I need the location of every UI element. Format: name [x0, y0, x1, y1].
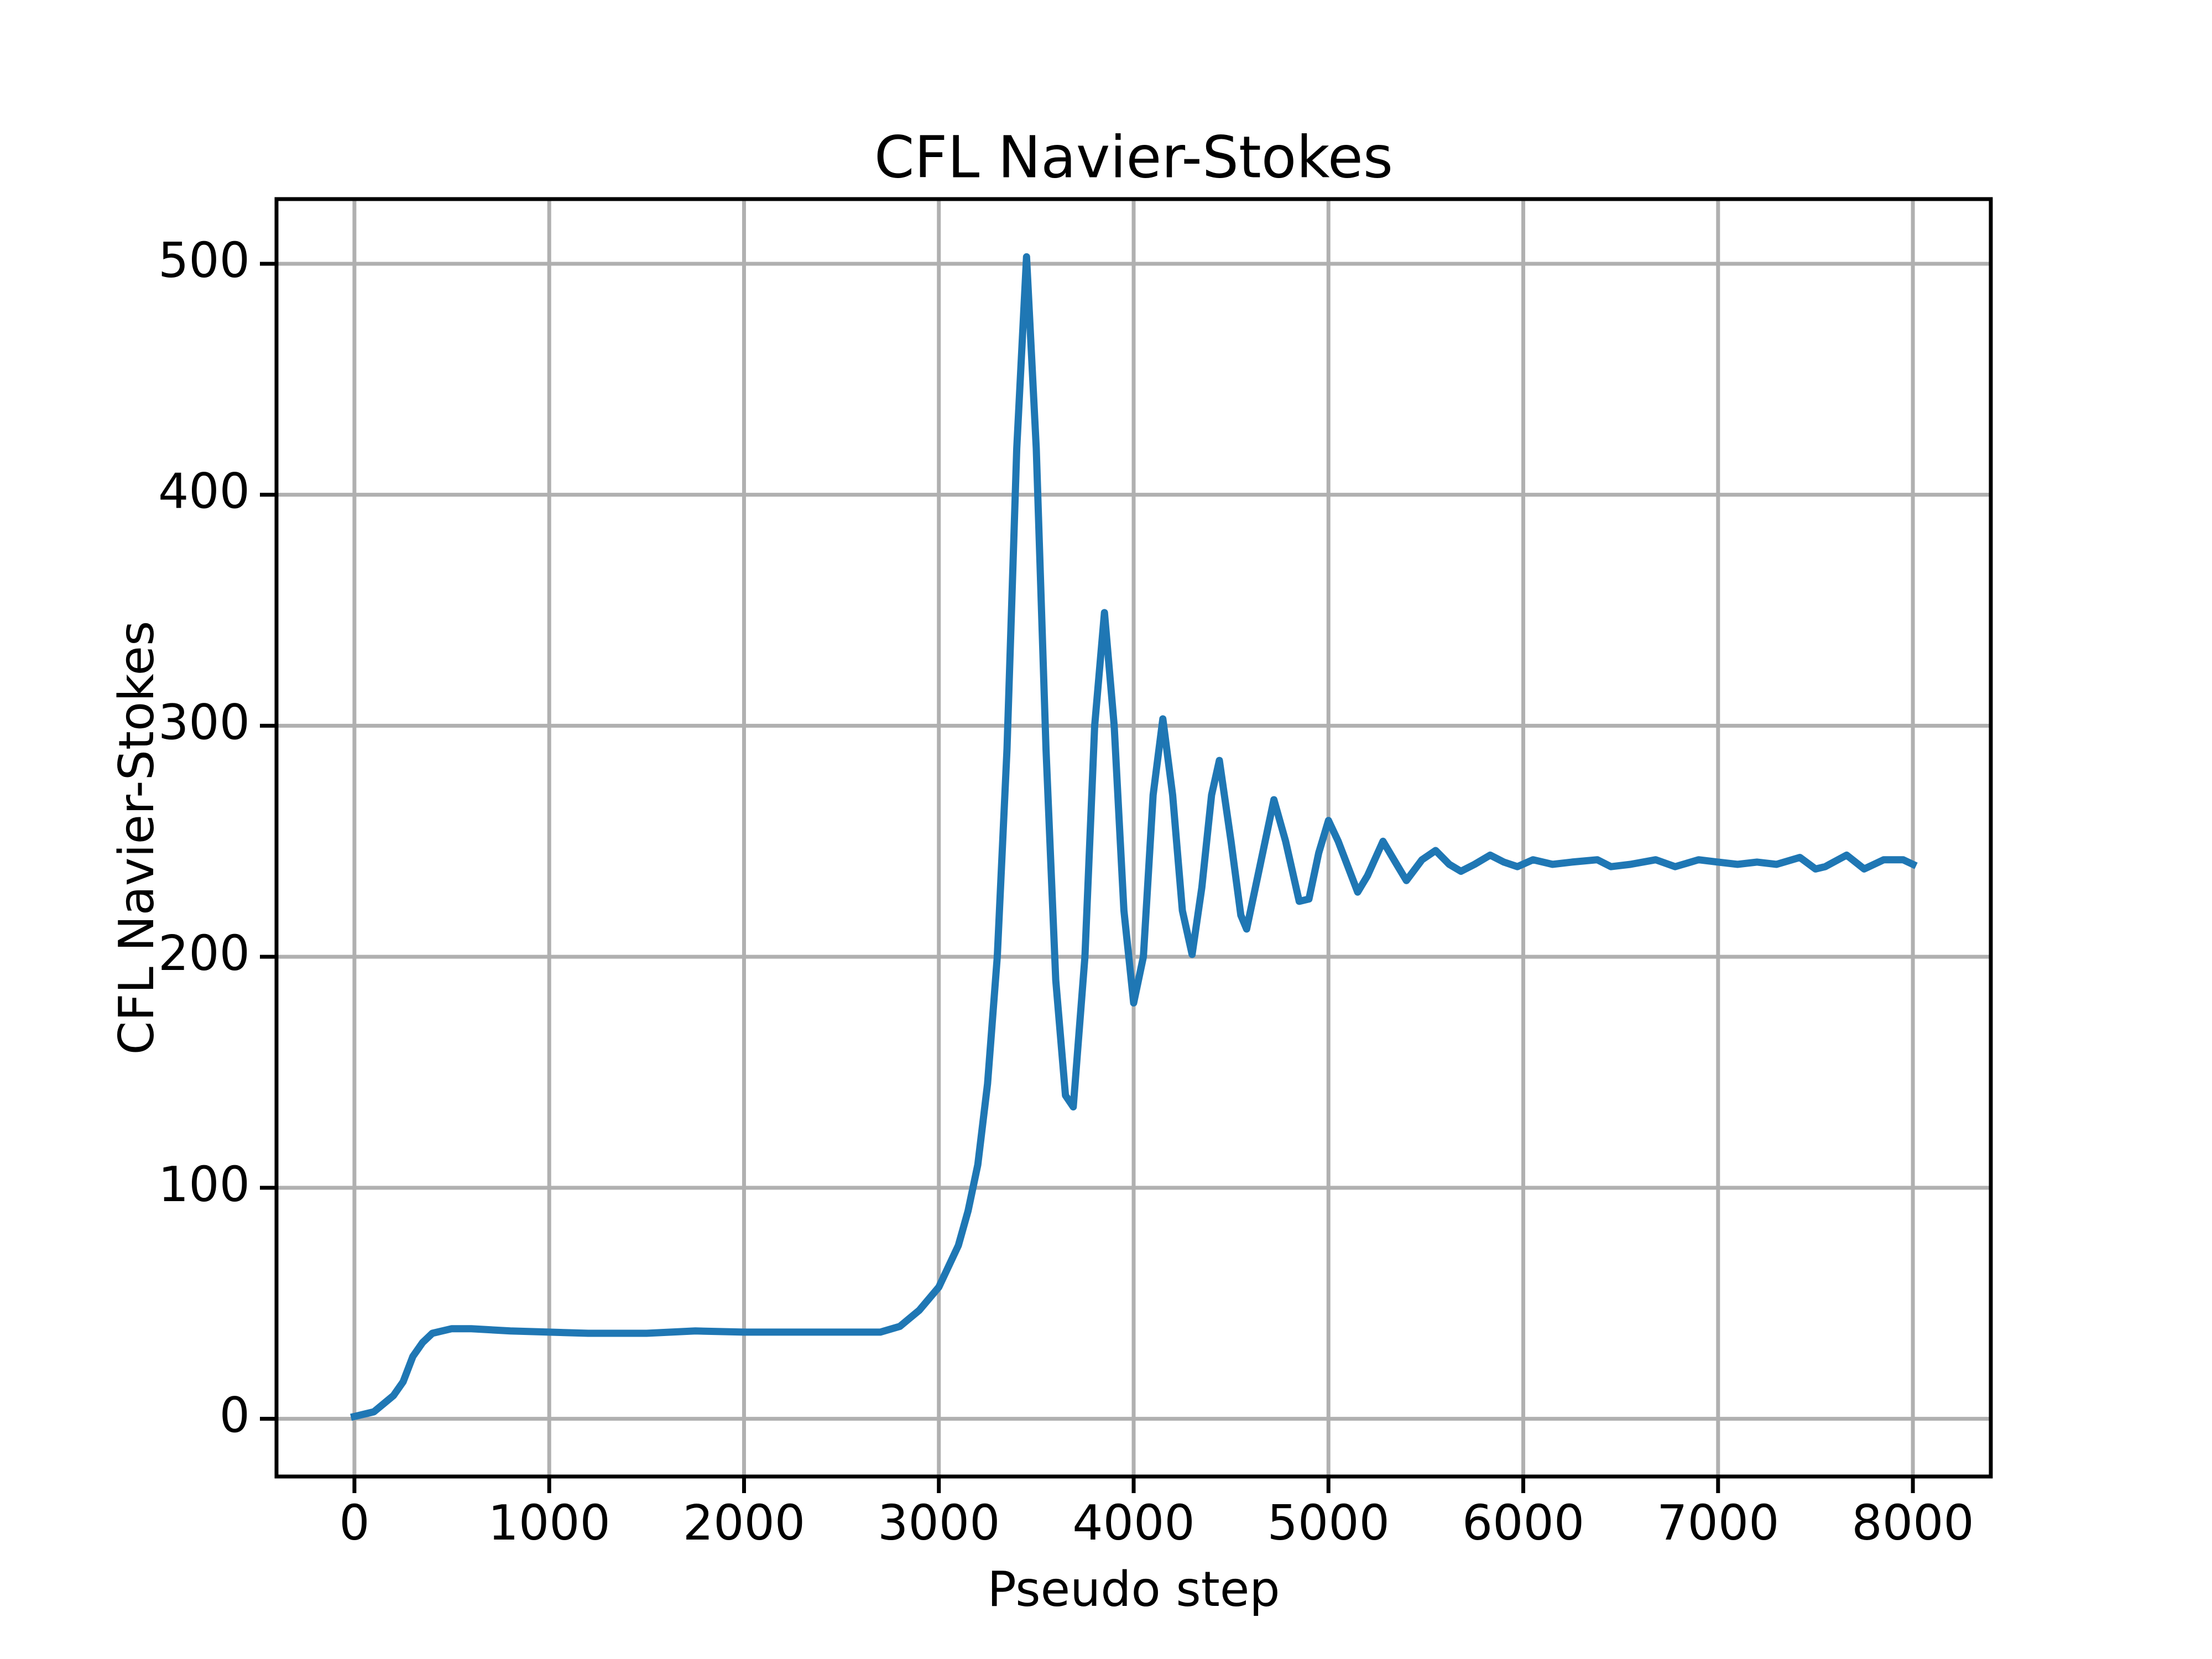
y-tick-label: 0 [220, 1387, 250, 1443]
data-line [350, 253, 1918, 1421]
x-tick-label: 1000 [488, 1495, 610, 1551]
x-tick-label: 4000 [1072, 1495, 1194, 1551]
y-tick-label: 400 [158, 463, 250, 520]
x-axis-label: Pseudo step [987, 1561, 1280, 1618]
y-axis-label: CFL Navier-Stokes [108, 621, 165, 1055]
y-tick-label: 200 [158, 925, 250, 982]
x-tick-label: 2000 [683, 1495, 805, 1551]
x-tick-label: 7000 [1657, 1495, 1779, 1551]
x-tick-label: 3000 [878, 1495, 1000, 1551]
y-tick-label: 300 [158, 694, 250, 750]
x-tick-label: 6000 [1462, 1495, 1584, 1551]
chart-title: CFL Navier-Stokes [874, 123, 1393, 191]
x-tick-label: 8000 [1851, 1495, 1974, 1551]
x-tick-label: 5000 [1267, 1495, 1390, 1551]
x-tick-label: 0 [339, 1495, 369, 1551]
y-tick-label: 500 [158, 232, 250, 289]
y-tick-label: 100 [158, 1156, 250, 1213]
axes-frame [274, 197, 1993, 1479]
